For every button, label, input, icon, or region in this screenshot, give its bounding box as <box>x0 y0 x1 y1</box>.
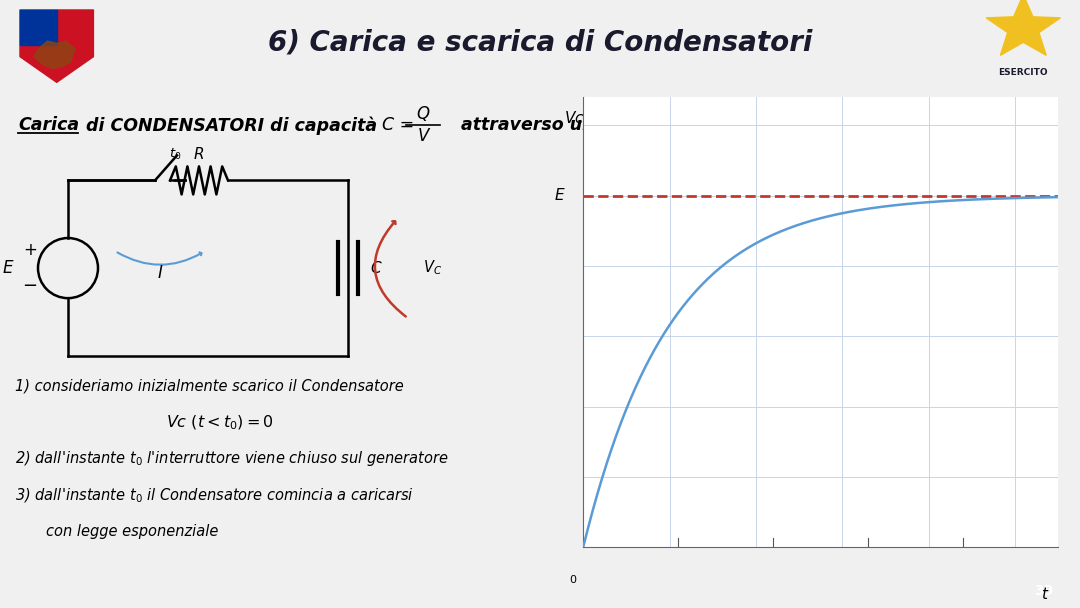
Text: Carica: Carica <box>18 116 79 134</box>
Text: C =: C = <box>382 116 414 134</box>
Text: +: + <box>23 241 37 259</box>
Text: 1) consideriamo inizialmente scarico il Condensatore: 1) consideriamo inizialmente scarico il … <box>15 378 404 393</box>
Text: $Vc\ (t < t_0) = 0$: $Vc\ (t < t_0) = 0$ <box>166 413 274 432</box>
Polygon shape <box>21 10 94 82</box>
Text: Q: Q <box>417 105 430 123</box>
Text: R: R <box>193 147 204 162</box>
Text: E: E <box>3 259 13 277</box>
Text: ESERCITO: ESERCITO <box>999 67 1048 77</box>
Text: E: E <box>554 188 564 203</box>
Text: I: I <box>158 264 162 282</box>
Text: $t_0$: $t_0$ <box>168 147 181 162</box>
Polygon shape <box>21 10 57 45</box>
Text: attraverso una resistenza R: attraverso una resistenza R <box>455 116 733 134</box>
Polygon shape <box>986 0 1061 55</box>
Text: 0: 0 <box>569 575 577 586</box>
Text: con legge esponenziale: con legge esponenziale <box>46 523 218 539</box>
Text: $V_C$: $V_C$ <box>423 259 442 277</box>
Text: −: − <box>23 277 38 295</box>
Text: 39: 39 <box>1034 584 1053 598</box>
Polygon shape <box>33 41 75 68</box>
Text: di CONDENSATORI di capacità: di CONDENSATORI di capacità <box>80 116 377 134</box>
Text: $Vc$: $Vc$ <box>564 111 584 126</box>
Text: $t$: $t$ <box>1041 586 1050 602</box>
Text: 3) dall'instante $t_0$ il Condensatore comincia a caricarsi: 3) dall'instante $t_0$ il Condensatore c… <box>15 487 414 505</box>
Text: 2) dall'instante $t_0$ l'interruttore viene chiuso sul generatore: 2) dall'instante $t_0$ l'interruttore vi… <box>15 449 449 469</box>
Text: 6) Carica e scarica di Condensatori: 6) Carica e scarica di Condensatori <box>268 29 812 57</box>
Text: V: V <box>417 127 429 145</box>
Text: C: C <box>370 261 380 275</box>
